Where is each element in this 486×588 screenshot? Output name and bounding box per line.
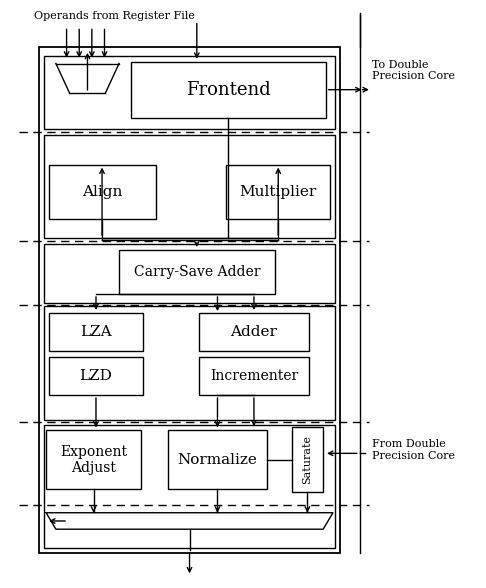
Text: From Double
Precision Core: From Double Precision Core	[372, 439, 455, 460]
Text: To Double
Precision Core: To Double Precision Core	[372, 60, 455, 81]
FancyBboxPatch shape	[226, 165, 330, 219]
FancyBboxPatch shape	[46, 430, 141, 489]
Text: Incrementer: Incrementer	[210, 369, 298, 383]
Text: LZD: LZD	[80, 369, 112, 383]
FancyBboxPatch shape	[49, 165, 156, 219]
Text: Align: Align	[82, 185, 122, 199]
Text: Adder: Adder	[230, 325, 278, 339]
FancyBboxPatch shape	[199, 357, 309, 395]
FancyBboxPatch shape	[49, 313, 143, 351]
Text: Operands from Register File: Operands from Register File	[34, 11, 195, 21]
FancyBboxPatch shape	[199, 313, 309, 351]
Text: LZA: LZA	[80, 325, 112, 339]
Text: Normalize: Normalize	[177, 453, 258, 467]
Text: Carry-Save Adder: Carry-Save Adder	[134, 265, 260, 279]
Text: Exponent
Adjust: Exponent Adjust	[60, 445, 127, 475]
Text: Multiplier: Multiplier	[240, 185, 317, 199]
FancyBboxPatch shape	[49, 357, 143, 395]
FancyBboxPatch shape	[119, 250, 275, 294]
Text: Saturate: Saturate	[302, 435, 312, 485]
FancyBboxPatch shape	[292, 427, 323, 492]
FancyBboxPatch shape	[168, 430, 267, 489]
Text: Frontend: Frontend	[186, 81, 271, 99]
FancyBboxPatch shape	[131, 62, 326, 118]
